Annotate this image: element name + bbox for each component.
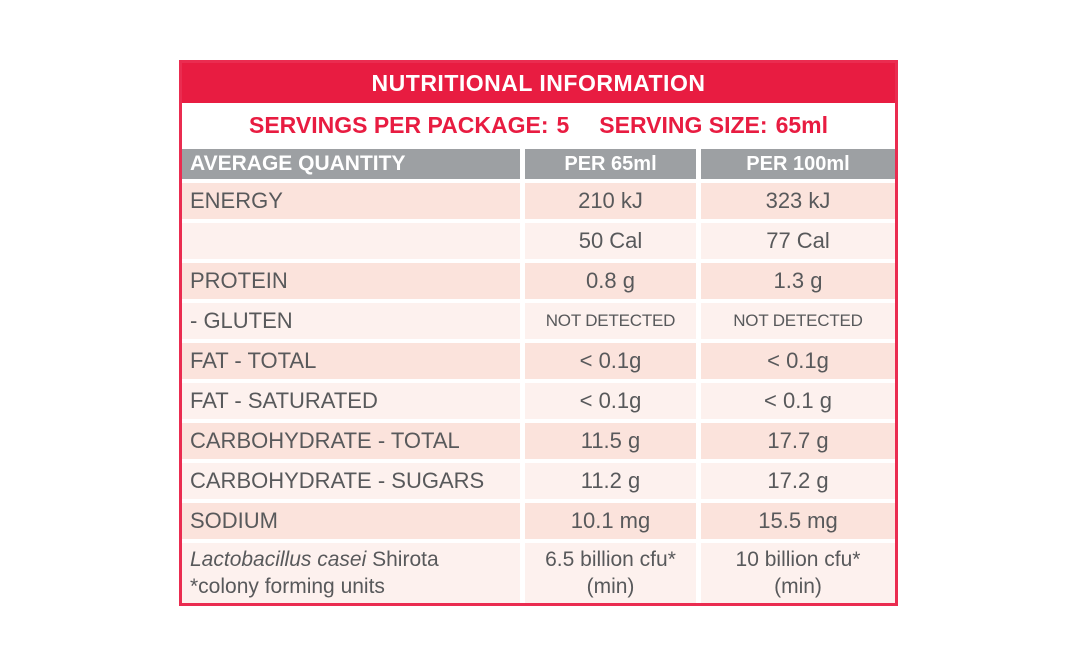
row-value-per-100ml: < 0.1 g (701, 383, 895, 419)
species-name-regular: Shirota (366, 548, 439, 571)
row-value-per-65ml: 6.5 billion cfu* (min) (525, 543, 696, 603)
row-value-per-65ml: < 0.1g (525, 383, 696, 419)
row-value-per-100ml: 17.2 g (701, 463, 895, 499)
table-row-energy: ENERGY 210 kJ 323 kJ (182, 183, 895, 219)
table-row-protein: PROTEIN 0.8 g 1.3 g (182, 263, 895, 299)
species-name-italic: Lactobacillus casei (190, 548, 367, 571)
row-value-per-65ml: < 0.1g (525, 343, 696, 379)
table-row-gluten: - GLUTEN NOT DETECTED NOT DETECTED (182, 303, 895, 339)
row-value-per-100ml: 17.7 g (701, 423, 895, 459)
row-label: Lactobacillus casei Shirota *colony form… (182, 543, 520, 603)
row-value-per-65ml: 10.1 mg (525, 503, 696, 539)
column-header-per-65ml: PER 65ml (525, 149, 696, 179)
table-row-energy-cal: 50 Cal 77 Cal (182, 223, 895, 259)
table-row-sodium: SODIUM 10.1 mg 15.5 mg (182, 503, 895, 539)
row-label: FAT - TOTAL (182, 343, 520, 379)
row-value-per-100ml: < 0.1g (701, 343, 895, 379)
serving-size-value: 65ml (775, 111, 828, 138)
row-value-per-100ml: 323 kJ (701, 183, 895, 219)
row-label (182, 223, 520, 259)
value-line1: 10 billion cfu* (735, 548, 861, 571)
servings-per-package-value: 5 (556, 111, 570, 138)
row-label: SODIUM (182, 503, 520, 539)
row-value-per-65ml: 11.2 g (525, 463, 696, 499)
row-value-per-100ml: 1.3 g (701, 263, 895, 299)
table-row-carbohydrate-total: CARBOHYDRATE - TOTAL 11.5 g 17.7 g (182, 423, 895, 459)
table-header-row: AVERAGE QUANTITY PER 65ml PER 100ml (182, 149, 895, 179)
row-value-per-100ml: 77 Cal (701, 223, 895, 259)
row-value-per-65ml: 50 Cal (525, 223, 696, 259)
nutrition-information-table: NUTRITIONAL INFORMATION SERVINGS PER PAC… (179, 60, 898, 606)
row-value-per-65ml: NOT DETECTED (525, 303, 696, 339)
serving-size-label: SERVING SIZE: (599, 111, 768, 138)
table-title: NUTRITIONAL INFORMATION (182, 63, 895, 103)
row-label: - GLUTEN (182, 303, 520, 339)
row-value-per-100ml: 10 billion cfu* (min) (701, 543, 895, 603)
table-row-fat-total: FAT - TOTAL < 0.1g < 0.1g (182, 343, 895, 379)
row-label: PROTEIN (182, 263, 520, 299)
column-header-per-100ml: PER 100ml (701, 149, 895, 179)
table-grid: AVERAGE QUANTITY PER 65ml PER 100ml ENER… (182, 147, 895, 603)
row-value-per-100ml: NOT DETECTED (701, 303, 895, 339)
row-value-per-65ml: 11.5 g (525, 423, 696, 459)
row-label: ENERGY (182, 183, 520, 219)
servings-row: SERVINGS PER PACKAGE: 5 SERVING SIZE: 65… (182, 103, 895, 147)
value-line1: 6.5 billion cfu* (545, 548, 676, 571)
row-label: CARBOHYDRATE - SUGARS (182, 463, 520, 499)
row-value-per-65ml: 0.8 g (525, 263, 696, 299)
table-row-fat-saturated: FAT - SATURATED < 0.1g < 0.1 g (182, 383, 895, 419)
value-line2: (min) (774, 575, 822, 598)
row-value-per-65ml: 210 kJ (525, 183, 696, 219)
table-row-lactobacillus: Lactobacillus casei Shirota *colony form… (182, 543, 895, 603)
row-label-line2: *colony forming units (190, 575, 385, 598)
row-label: FAT - SATURATED (182, 383, 520, 419)
table-row-carbohydrate-sugars: CARBOHYDRATE - SUGARS 11.2 g 17.2 g (182, 463, 895, 499)
row-label: CARBOHYDRATE - TOTAL (182, 423, 520, 459)
row-value-per-100ml: 15.5 mg (701, 503, 895, 539)
column-header-average-quantity: AVERAGE QUANTITY (182, 149, 520, 179)
servings-per-package-label: SERVINGS PER PACKAGE: (249, 111, 549, 138)
row-label-line1: Lactobacillus casei Shirota (190, 546, 520, 573)
value-line2: (min) (586, 575, 635, 598)
